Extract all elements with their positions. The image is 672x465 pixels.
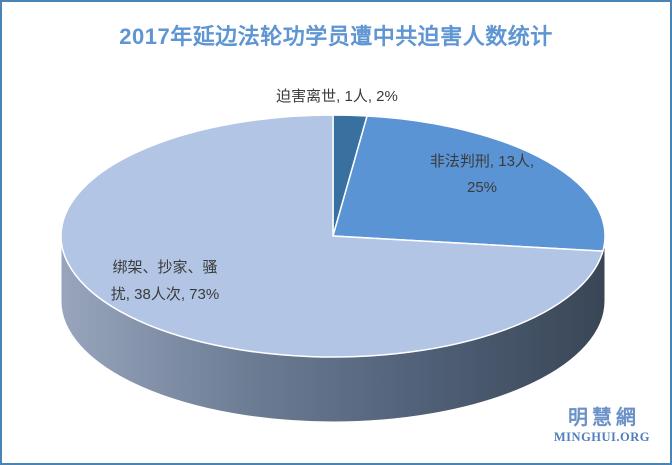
data-label-harassed: 绑架、抄家、骚 扰, 38人次, 73% — [85, 254, 245, 308]
pie-slice-1 — [332, 115, 606, 252]
data-label-death: 迫害离世, 1人, 2% — [227, 84, 447, 110]
minghui-watermark-latin: MINGHUI.ORG — [553, 429, 650, 444]
data-label-harassed-line1: 绑架、抄家、骚 — [112, 259, 218, 276]
minghui-watermark-cjk: 明慧網 — [567, 406, 640, 429]
pie-slices-group — [60, 114, 606, 423]
data-label-sentenced: 非法判刑, 13人, 25% — [372, 149, 592, 201]
data-label-sentenced-line1: 非法判刑, 13人, — [429, 153, 535, 170]
chart-title: 2017年延边法轮功学员遭中共迫害人数统计 — [119, 24, 553, 49]
data-label-sentenced-line2: 25% — [466, 179, 498, 196]
pie-slice-2 — [60, 114, 604, 358]
data-label-death-text: 迫害离世, 1人, 2% — [276, 88, 398, 105]
data-label-harassed-line2: 扰, 38人次, 73% — [110, 286, 220, 303]
minghui-watermark: 明慧網 MINGHUI.ORG — [554, 408, 650, 444]
